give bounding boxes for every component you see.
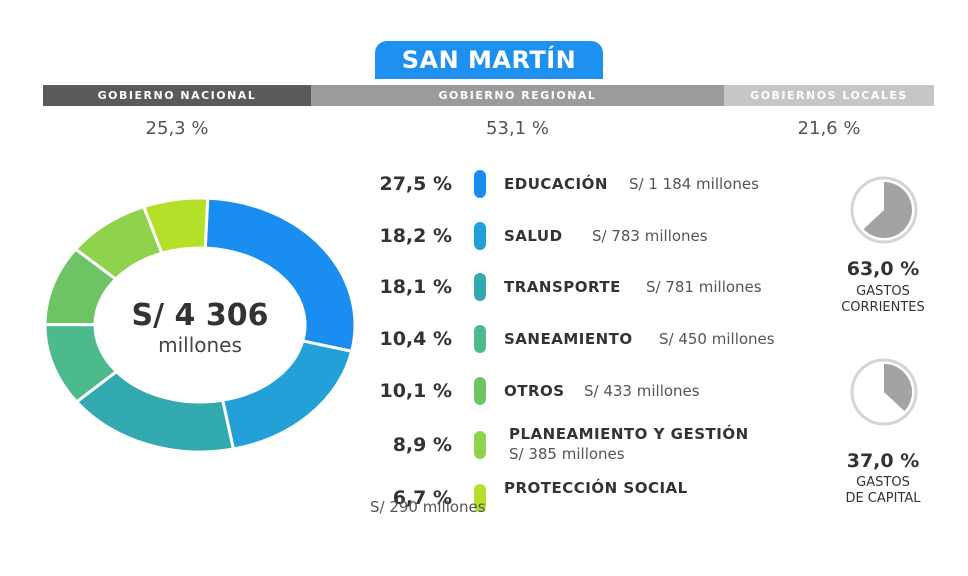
gobiernos-locales-bar: GOBIERNOS LOCALES: [724, 85, 934, 106]
category-color-marker: [474, 484, 486, 512]
category-color-marker: [474, 222, 486, 250]
gastos-capital-label-line1: GASTOS: [856, 475, 910, 490]
total-unit: millones: [158, 333, 242, 357]
category-amount: S/ 433 millones: [584, 382, 700, 400]
gastos-capital-pie: [850, 358, 918, 426]
gobiernos-locales-pct: 21,6 %: [797, 118, 861, 139]
gobierno-regional-pct: 53,1 %: [486, 118, 549, 139]
gastos-capital-label: GASTOS DE CAPITAL: [828, 475, 938, 507]
gastos-corrientes-label-line2: CORRIENTES: [841, 300, 925, 315]
gastos-corrientes-label-line1: GASTOS: [856, 284, 910, 299]
page-title: SAN MARTÍN: [375, 41, 603, 79]
category-amount: S/ 781 millones: [646, 278, 762, 296]
gobierno-nacional-pct: 25,3 %: [145, 118, 209, 139]
category-pct: 18,1 %: [379, 276, 452, 298]
gastos-corrientes-pie-slice: [863, 182, 912, 238]
category-amount: S/ 1 184 millones: [629, 175, 759, 193]
category-color-marker: [474, 170, 486, 198]
category-amount: S/ 385 millones: [509, 445, 625, 463]
category-name: TRANSPORTE: [504, 278, 621, 296]
category-name: EDUCACIÓN: [504, 175, 608, 193]
category-name: SANEAMIENTO: [504, 330, 633, 348]
category-name: PROTECCIÓN SOCIAL: [504, 479, 688, 497]
gobierno-regional-bar: GOBIERNO REGIONAL: [311, 85, 724, 106]
category-name: OTROS: [504, 382, 565, 400]
category-color-marker: [474, 377, 486, 405]
category-pct: 8,9 %: [392, 434, 452, 456]
donut-slice-proteccion-social: [141, 196, 210, 256]
category-pct: 6,7 %: [392, 487, 452, 509]
category-color-marker: [474, 273, 486, 301]
gastos-corrientes-pct: 63,0 %: [846, 258, 920, 280]
gastos-corrientes-pie: [850, 176, 918, 244]
category-amount: S/ 783 millones: [592, 227, 708, 245]
donut-chart: [43, 196, 357, 454]
gastos-capital-pie-slice: [884, 364, 912, 412]
category-name: PLANEAMIENTO Y GESTIÓN: [509, 425, 749, 443]
gastos-capital-label-line2: DE CAPITAL: [845, 491, 921, 506]
category-pct: 27,5 %: [379, 173, 452, 195]
gobierno-nacional-bar: GOBIERNO NACIONAL: [43, 85, 311, 106]
category-amount: S/ 290 millones: [370, 498, 486, 516]
category-color-marker: [474, 431, 486, 459]
gastos-capital-pct: 37,0 %: [846, 450, 920, 472]
category-pct: 18,2 %: [379, 225, 452, 247]
category-color-marker: [474, 325, 486, 353]
category-pct: 10,1 %: [379, 380, 452, 402]
gastos-corrientes-label: GASTOS CORRIENTES: [828, 284, 938, 316]
total-amount: S/ 4 306: [131, 298, 269, 333]
category-amount: S/ 450 millones: [659, 330, 775, 348]
category-name: SALUD: [504, 227, 563, 245]
donut-slice-salud: [220, 339, 354, 451]
category-pct: 10,4 %: [379, 328, 452, 350]
